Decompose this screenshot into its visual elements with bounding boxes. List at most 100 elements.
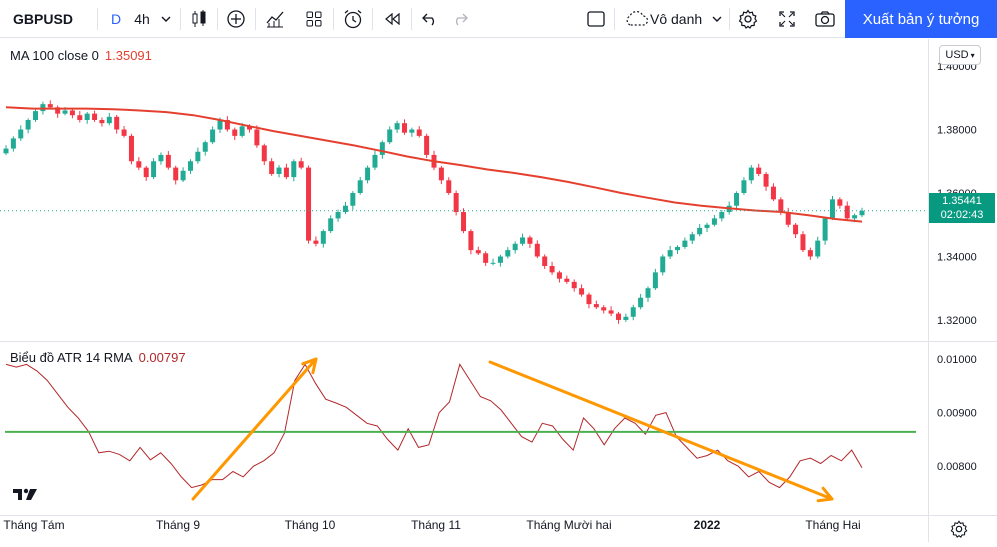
candle-body xyxy=(254,129,260,146)
divider xyxy=(614,8,615,30)
layout-name-button[interactable]: Vô danh xyxy=(650,0,706,38)
candle-body xyxy=(18,129,24,139)
candle-body xyxy=(401,123,407,133)
candle-body xyxy=(180,170,186,181)
candle-body xyxy=(128,135,134,162)
candle-body xyxy=(490,262,496,264)
atr-axis-tick-label: 0.01000 xyxy=(937,354,977,366)
candle-body xyxy=(697,227,703,235)
candle-body xyxy=(247,126,253,130)
interval-chevron-down-icon[interactable] xyxy=(158,0,174,38)
orange-up-arrow xyxy=(191,357,318,501)
candle-body xyxy=(106,116,112,124)
candle-body xyxy=(151,161,157,178)
settings-gear-icon[interactable] xyxy=(734,0,762,38)
candle-body xyxy=(320,231,326,244)
divider xyxy=(180,8,181,30)
publish-idea-label: Xuất bản ý tưởng xyxy=(862,10,980,28)
candle-body xyxy=(269,161,275,174)
candle-body xyxy=(409,129,415,133)
last-price-tag: 1.35441 02:02:43 xyxy=(929,193,995,223)
fullscreen-select-icon[interactable] xyxy=(582,0,610,38)
undo-icon[interactable] xyxy=(416,0,444,38)
candle-body xyxy=(579,288,585,295)
candle-body xyxy=(461,212,467,232)
candle-body xyxy=(328,218,334,232)
interval-d-button[interactable]: D xyxy=(106,0,126,38)
candle-body xyxy=(92,113,98,120)
candle-body xyxy=(497,256,503,263)
candle-body xyxy=(527,237,533,244)
divider xyxy=(255,8,256,30)
candle-body xyxy=(593,304,599,308)
candle-body xyxy=(601,307,607,311)
candle-body xyxy=(165,154,171,168)
candle-body xyxy=(77,115,83,120)
divider xyxy=(411,8,412,30)
candle-body xyxy=(815,240,821,257)
candle-body xyxy=(741,180,747,193)
candle-body xyxy=(852,215,858,219)
interval-button[interactable]: 4h xyxy=(128,0,156,38)
alert-clock-icon[interactable] xyxy=(339,0,367,38)
price-axis-tick-label: 1.34000 xyxy=(937,251,977,263)
candle-body xyxy=(859,210,865,216)
candle-body xyxy=(564,278,570,282)
indicators-icon[interactable] xyxy=(261,0,289,38)
atr-legend-name: Biểu đồ ATR 14 RMA xyxy=(10,350,133,365)
candle-body xyxy=(675,246,681,251)
candle-body xyxy=(217,120,223,130)
candle-body xyxy=(143,167,149,178)
candle-body xyxy=(446,180,452,193)
chart-canvas[interactable]: 1.400001.380001.360001.340001.320000.010… xyxy=(0,39,997,542)
candle-body xyxy=(47,104,53,108)
candle-body xyxy=(512,243,518,251)
candle-body xyxy=(291,161,297,178)
candle-body xyxy=(379,142,385,155)
snapshot-camera-icon[interactable] xyxy=(811,0,839,38)
candles-chart-type-icon[interactable] xyxy=(186,0,212,38)
add-compare-icon[interactable] xyxy=(222,0,250,38)
candle-body xyxy=(195,151,201,162)
cloud-save-icon[interactable] xyxy=(620,0,652,38)
candle-body xyxy=(468,231,474,251)
candle-body xyxy=(638,297,644,308)
tradingview-logo-icon[interactable] xyxy=(8,481,42,507)
candle-body xyxy=(224,120,230,130)
candle-body xyxy=(342,205,348,213)
candle-body xyxy=(232,129,238,136)
candle-body xyxy=(623,316,629,320)
candle-body xyxy=(84,113,90,120)
layout-chevron-down-icon[interactable] xyxy=(710,0,724,38)
fullscreen-icon[interactable] xyxy=(773,0,801,38)
ma-100-line xyxy=(5,106,863,223)
candle-body xyxy=(33,111,39,120)
redo-icon[interactable] xyxy=(446,0,474,38)
candle-body xyxy=(837,199,843,206)
candle-body xyxy=(55,107,61,114)
replay-icon[interactable] xyxy=(378,0,406,38)
candle-body xyxy=(505,250,511,257)
candle-body xyxy=(711,218,717,225)
candle-body xyxy=(136,161,142,168)
candle-body xyxy=(822,218,828,241)
currency-unit-button[interactable]: USD ▾ xyxy=(939,45,981,65)
publish-idea-button[interactable]: Xuất bản ý tưởng xyxy=(845,0,997,38)
symbol-search-button[interactable]: GBPUSD xyxy=(8,0,78,38)
candle-body xyxy=(778,199,784,213)
ma-legend-name: MA 100 close 0 xyxy=(10,48,99,63)
atr-legend[interactable]: Biểu đồ ATR 14 RMA 0.00797 xyxy=(10,350,186,365)
candle-body xyxy=(807,250,813,257)
ma-legend[interactable]: MA 100 close 0 1.35091 xyxy=(10,48,152,63)
time-axis-tick-label: Tháng 9 xyxy=(156,518,200,532)
time-axis-tick-label: Tháng 11 xyxy=(411,518,461,532)
interval-label: 4h xyxy=(134,11,150,27)
candle-body xyxy=(394,123,400,130)
candle-body xyxy=(770,186,776,200)
time-axis-tick-label: Tháng Tám xyxy=(3,518,64,532)
time-scale-settings-gear-icon[interactable] xyxy=(950,520,968,543)
chart-area[interactable]: 1.400001.380001.360001.340001.320000.010… xyxy=(0,39,997,542)
candle-body xyxy=(438,167,444,181)
candle-body xyxy=(571,281,577,289)
layouts-grid-icon[interactable] xyxy=(300,0,328,38)
